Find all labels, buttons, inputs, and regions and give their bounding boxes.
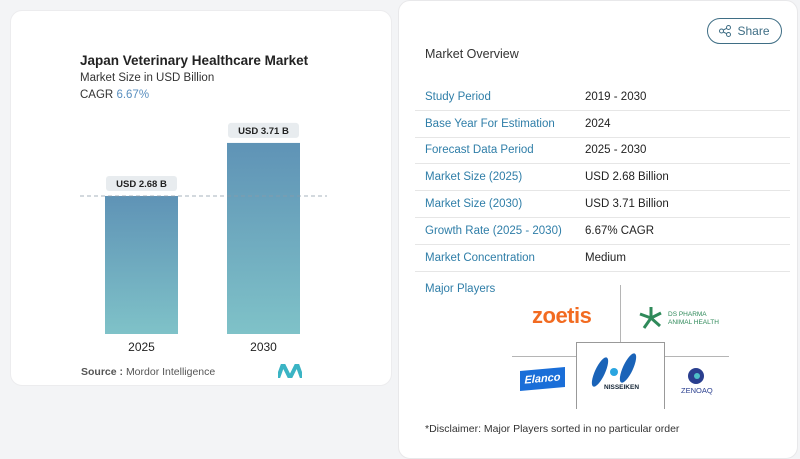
disclaimer: *Disclaimer: Major Players sorted in no … xyxy=(425,423,680,435)
overview-value: 2024 xyxy=(585,117,611,130)
data-label-box xyxy=(228,122,299,138)
cagr-value: 6.67% xyxy=(116,89,150,101)
share-button[interactable]: Share xyxy=(707,18,782,44)
animal-health-text: ANIMAL HEALTH xyxy=(668,319,719,326)
overview-row: Study Period 2019 - 2030 xyxy=(415,84,790,111)
overview-key: Market Size (2025) xyxy=(425,171,523,184)
data-label-box xyxy=(106,175,177,191)
overview-row: Market Concentration Medium xyxy=(415,245,790,272)
overview-row: Base Year For Estimation 2024 xyxy=(415,111,790,138)
source-label: Source : xyxy=(81,366,124,378)
nisseiken-logo: NISSEIKEN xyxy=(604,384,640,391)
x-tick-label: 2030 xyxy=(250,340,277,354)
source: Source : Mordor Intelligence xyxy=(81,366,215,378)
source-value: Mordor Intelligence xyxy=(125,366,216,378)
overview-row: Market Size (2030) USD 3.71 Billion xyxy=(415,191,790,218)
ds-pharma-logo: DS PHARMA ANIMAL HEALTH xyxy=(668,311,719,327)
nisseiken-logo-icon xyxy=(591,353,637,387)
data-label: USD 2.68 B xyxy=(116,179,167,190)
major-players-title: Major Players xyxy=(425,283,496,295)
zoetis-logo: zoetis xyxy=(532,303,592,328)
share-icon xyxy=(719,25,732,37)
cagr: CAGR 6.67% xyxy=(80,89,149,101)
overview-table: Study Period 2019 - 2030 Base Year For Est… xyxy=(415,84,790,272)
divider xyxy=(512,356,576,357)
overview-key: Study Period xyxy=(425,90,491,103)
mordor-logo-icon xyxy=(278,364,302,378)
divider xyxy=(664,356,729,357)
overview-key: Forecast Data Period xyxy=(425,144,534,157)
share-label: Share xyxy=(737,24,770,38)
overview-row: Growth Rate (2025 - 2030) 6.67% CAGR xyxy=(415,218,790,245)
chart-card xyxy=(10,10,392,386)
elanco-logo: Elanco xyxy=(520,367,565,391)
ds-pharma-text: DS PHARMA xyxy=(668,311,707,318)
divider xyxy=(620,285,621,342)
overview-row: Forecast Data Period 2025 - 2030 xyxy=(415,138,790,165)
overview-value: 2019 - 2030 xyxy=(585,90,647,103)
bar-chart: USD 2.68 B 2025 USD 3.71 B 2030 xyxy=(80,122,327,354)
ds-pharma-logo-icon xyxy=(639,307,662,329)
bar-2025 xyxy=(105,195,178,334)
overview-key: Market Size (2030) xyxy=(425,198,523,211)
chart-subtitle: Market Size in USD Billion xyxy=(80,72,215,84)
zenoaq-logo-icon xyxy=(688,368,704,384)
overview-value: Medium xyxy=(585,251,626,264)
chart-title: Japan Veterinary Healthcare Market xyxy=(80,53,309,68)
overview-title: Market Overview xyxy=(425,47,519,61)
bar-2030 xyxy=(227,142,300,334)
cagr-label: CAGR xyxy=(80,89,114,101)
nisseiken-box xyxy=(576,342,665,409)
zenoaq-logo: ZENOAQ xyxy=(681,386,713,395)
overview-key: Growth Rate (2025 - 2030) xyxy=(425,224,562,237)
overview-value: 2025 - 2030 xyxy=(585,144,647,157)
overview-row: Market Size (2025) USD 2.68 Billion xyxy=(415,164,790,192)
x-tick-label: 2025 xyxy=(128,340,155,354)
data-label: USD 3.71 B xyxy=(238,126,289,137)
overview-value: 6.67% CAGR xyxy=(585,224,655,237)
overview-value: USD 2.68 Billion xyxy=(585,171,669,184)
overview-key: Base Year For Estimation xyxy=(425,117,555,130)
overview-key: Market Concentration xyxy=(425,251,535,264)
overview-value: USD 3.71 Billion xyxy=(585,198,669,211)
